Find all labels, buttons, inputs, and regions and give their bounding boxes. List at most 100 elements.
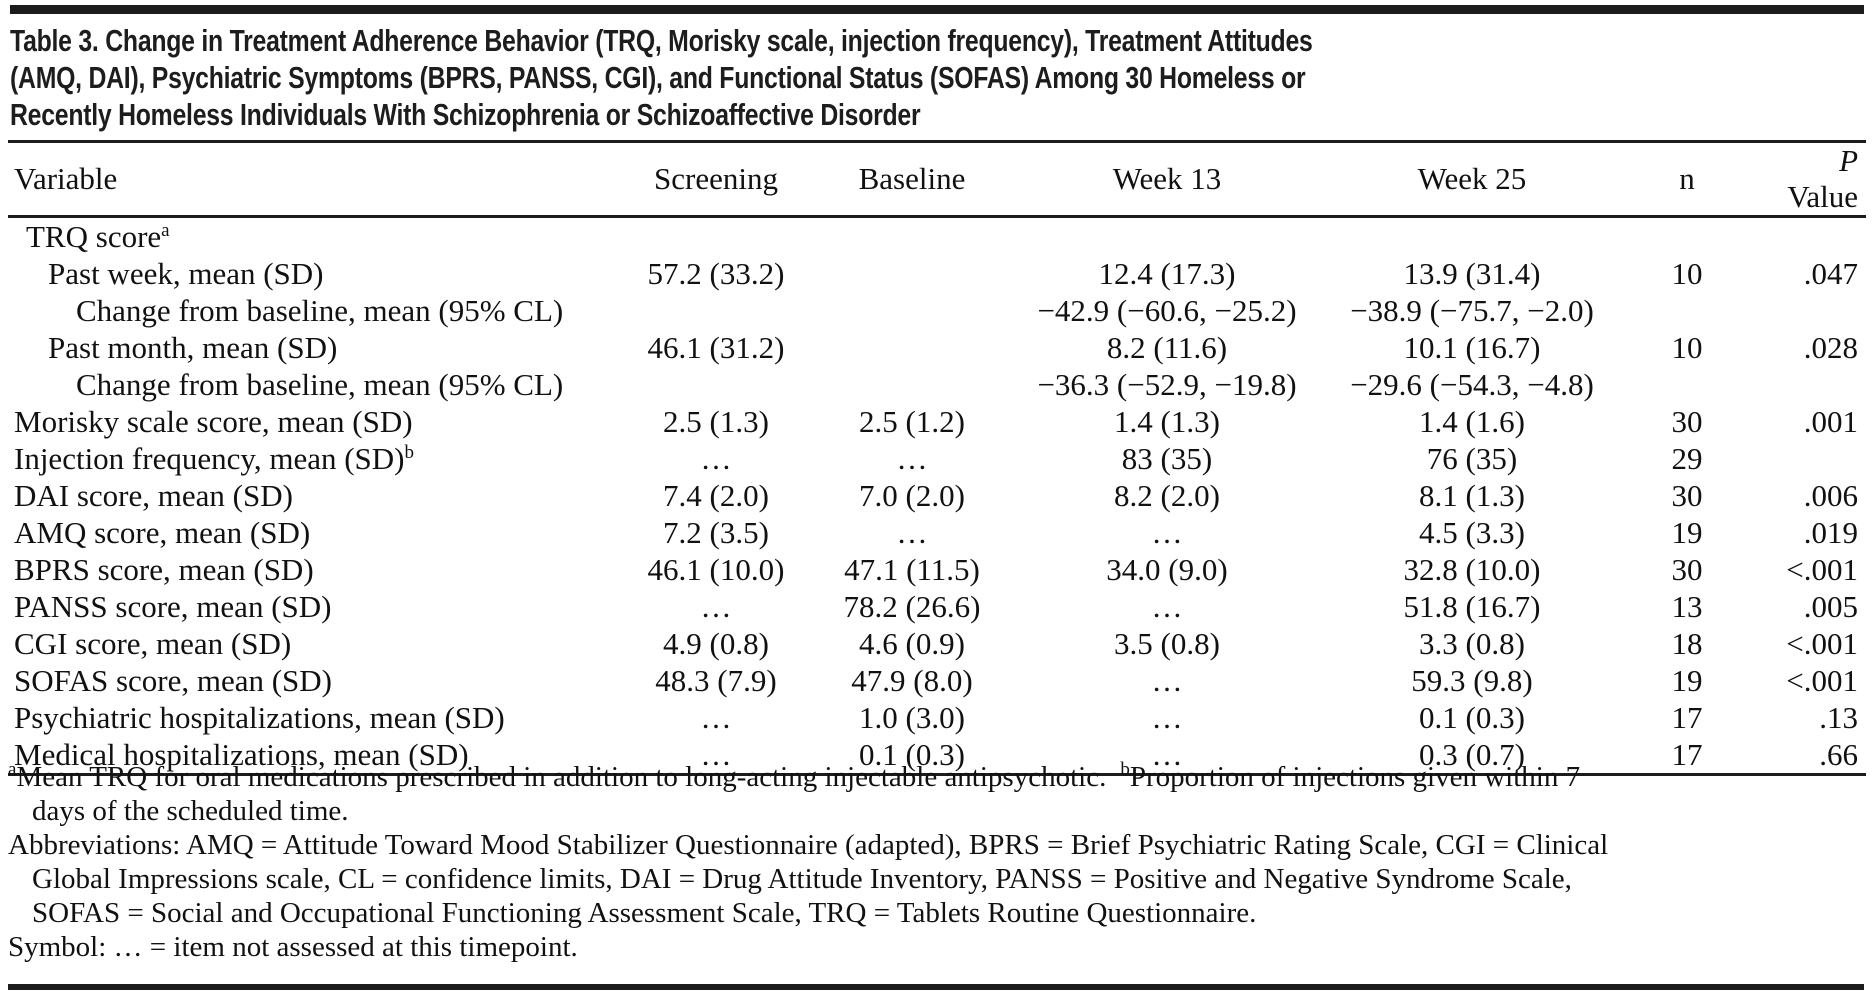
data-cell: … — [1151, 514, 1183, 550]
data-cell: 7.2 (3.5) — [663, 514, 769, 550]
data-cell: … — [700, 440, 732, 476]
table-row: Past month, mean (SD) 46.1 (31.2) 8.2 (11.… — [8, 329, 1866, 366]
data-cell — [1612, 292, 1762, 329]
data-cell: 0.3 (0.7) — [1332, 736, 1612, 776]
data-cell — [1762, 366, 1866, 403]
data-cell: 46.1 (10.0) — [647, 551, 785, 587]
data-cell: <.001 — [1786, 551, 1858, 587]
data-cell: 83 (35) — [1121, 440, 1213, 476]
data-cell — [610, 217, 822, 256]
data-cell: 13 — [1671, 588, 1703, 624]
row-label: Change from baseline, mean (95% CL) — [76, 292, 564, 328]
data-cell: −36.3 (−52.9, −19.8) — [1037, 366, 1297, 402]
data-cell: … — [1151, 588, 1183, 624]
column-header-variable: Variable — [8, 143, 610, 218]
data-cell: 1.0 (3.0) — [859, 699, 965, 735]
footnote-a-marker: a — [8, 759, 17, 780]
data-cell: 57.2 (33.2) — [647, 255, 785, 291]
data-cell: 19 — [1671, 514, 1703, 550]
table-row: Past week, mean (SD) 57.2 (33.2) 12.4 (17.… — [8, 255, 1866, 292]
data-cell: 0.1 (0.3) — [1419, 699, 1525, 735]
table-row: DAI score, mean (SD) 7.4 (2.0) 7.0 (2.0) 8.… — [8, 477, 1866, 514]
data-cell: … — [700, 588, 732, 624]
data-cell: … — [1002, 736, 1332, 776]
footnote-marker: a — [161, 219, 170, 241]
title-divider-rule — [8, 140, 1866, 143]
p-value-word: Value — [1787, 179, 1858, 214]
data-cell: 10.1 (16.7) — [1403, 329, 1541, 365]
data-cell: 2.5 (1.2) — [859, 403, 965, 439]
data-cell: .005 — [1803, 588, 1858, 624]
footnote-ab-line-1: aMean TRQ for oral medications prescribe… — [8, 760, 1866, 794]
data-cell: 1.4 (1.6) — [1419, 403, 1525, 439]
abbreviations-line-3: SOFAS = Social and Occupational Function… — [32, 897, 1257, 929]
footnote-a-text: Mean TRQ for oral medications prescribed… — [16, 761, 1107, 793]
row-label: Change from baseline, mean (95% CL) — [76, 366, 564, 402]
data-cell: 4.9 (0.8) — [663, 625, 769, 661]
data-cell: 19 — [1671, 662, 1703, 698]
data-cell: 18 — [1671, 625, 1703, 661]
data-cell: −38.9 (−75.7, −2.0) — [1350, 292, 1594, 328]
table-row: Psychiatric hospitalizations, mean (SD) …… — [8, 699, 1866, 736]
symbol-note: Symbol: … = item not assessed at this ti… — [8, 931, 578, 963]
data-cell — [822, 292, 1002, 329]
table-title-line-1: Table 3. Change in Treatment Adherence B… — [10, 23, 1313, 58]
data-cell: −29.6 (−54.3, −4.8) — [1350, 366, 1594, 402]
data-cell: 7.4 (2.0) — [663, 477, 769, 513]
footnote-marker: b — [404, 441, 415, 463]
data-cell: .13 — [1819, 699, 1858, 735]
data-cell — [1762, 292, 1866, 329]
row-label: CGI score, mean (SD) — [14, 625, 292, 661]
data-cell: 0.1 (0.3) — [822, 736, 1002, 776]
data-cell: 46.1 (31.2) — [647, 329, 785, 365]
data-cell: 17 — [1612, 736, 1762, 776]
data-cell: .006 — [1803, 477, 1858, 513]
table-row: Change from baseline, mean (95% CL) −42.9… — [8, 292, 1866, 329]
data-cell: −42.9 (−60.6, −25.2) — [1037, 292, 1297, 328]
row-label: Psychiatric hospitalizations, mean (SD) — [14, 699, 505, 735]
table-row: PANSS score, mean (SD) … 78.2 (26.6) … 51.8 … — [8, 588, 1866, 625]
data-cell — [1762, 217, 1866, 256]
top-rule — [10, 5, 1864, 14]
data-cell: 3.5 (0.8) — [1114, 625, 1220, 661]
data-cell: 29 — [1671, 440, 1703, 476]
data-cell: 47.9 (8.0) — [851, 662, 973, 698]
table-row: Change from baseline, mean (95% CL) −36.3… — [8, 366, 1866, 403]
data-cell: .66 — [1762, 736, 1866, 776]
p-value-italic-p: P — [1839, 143, 1858, 178]
data-cell: 3.3 (0.8) — [1419, 625, 1525, 661]
data-cell: .047 — [1803, 255, 1858, 291]
data-cell: 8.2 (2.0) — [1114, 477, 1220, 513]
data-cell: 7.0 (2.0) — [859, 477, 965, 513]
table-row: Morisky scale score, mean (SD) 2.5 (1.3) 2… — [8, 403, 1866, 440]
data-cell — [822, 329, 1002, 366]
footnote-b-text: Proportion of injections given within 7 — [1129, 761, 1581, 793]
table-row: Medical hospitalizations, mean (SD)… 0.1 … — [8, 736, 1866, 776]
data-cell — [610, 366, 822, 403]
data-cell — [1332, 217, 1612, 256]
data-cell: 32.8 (10.0) — [1403, 551, 1541, 587]
data-cell — [610, 292, 822, 329]
table-title-line-3: Recently Homeless Individuals With Schiz… — [10, 97, 921, 132]
data-cell: 34.0 (9.0) — [1106, 551, 1228, 587]
data-cell — [1762, 440, 1866, 477]
row-label: Past week, mean (SD) — [48, 255, 324, 291]
data-cell: 78.2 (26.6) — [843, 588, 981, 624]
row-label: Morisky scale score, mean (SD) — [14, 403, 413, 439]
data-cell: 12.4 (17.3) — [1098, 255, 1236, 291]
data-cell: 1.4 (1.3) — [1114, 403, 1220, 439]
data-cell: 4.6 (0.9) — [859, 625, 965, 661]
data-cell: 76 (35) — [1426, 440, 1518, 476]
data-cell: … — [1151, 662, 1183, 698]
footnote-b-marker: b — [1120, 759, 1130, 780]
column-header-p-value: P Value — [1762, 143, 1866, 218]
data-cell: .001 — [1803, 403, 1858, 439]
data-cell: 48.3 (7.9) — [655, 662, 777, 698]
data-cell: … — [610, 736, 822, 776]
data-cell: .019 — [1803, 514, 1858, 550]
table-row: SOFAS score, mean (SD) 48.3 (7.9) 47.9 (8.… — [8, 662, 1866, 699]
data-cell: 47.1 (11.5) — [844, 551, 980, 587]
table-title: Table 3. Change in Treatment Adherence B… — [10, 22, 1866, 133]
abbreviations-line-1: Abbreviations: AMQ = Attitude Toward Moo… — [8, 829, 1609, 861]
